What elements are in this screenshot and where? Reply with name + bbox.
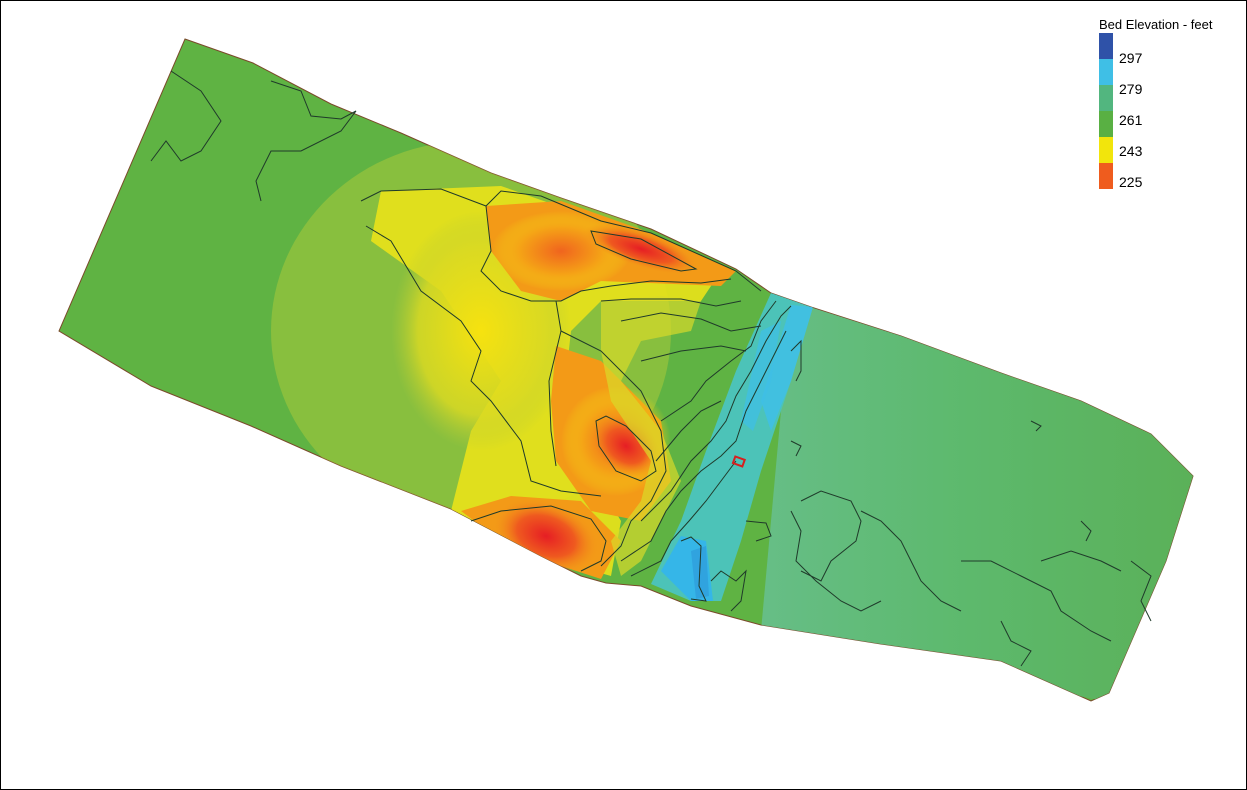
legend-swatch-5 [1099,137,1113,163]
legend-swatch-1 [1099,33,1113,59]
legend-label-297: 297 [1119,50,1143,66]
legend-label-261: 261 [1119,112,1143,128]
legend-label-279: 279 [1119,81,1143,97]
legend-label-225: 225 [1119,174,1143,190]
legend-title: Bed Elevation - feet [1099,17,1213,32]
legend-swatch-6 [1099,163,1113,189]
legend-color-bar [1099,33,1113,189]
legend-swatch-2 [1099,59,1113,85]
legend-swatch-3 [1099,85,1113,111]
legend-label-243: 243 [1119,143,1143,159]
legend-swatch-4 [1099,111,1113,137]
contour-lines [150,70,1152,667]
downstream-section [761,301,1193,701]
survey-marker [731,455,747,468]
